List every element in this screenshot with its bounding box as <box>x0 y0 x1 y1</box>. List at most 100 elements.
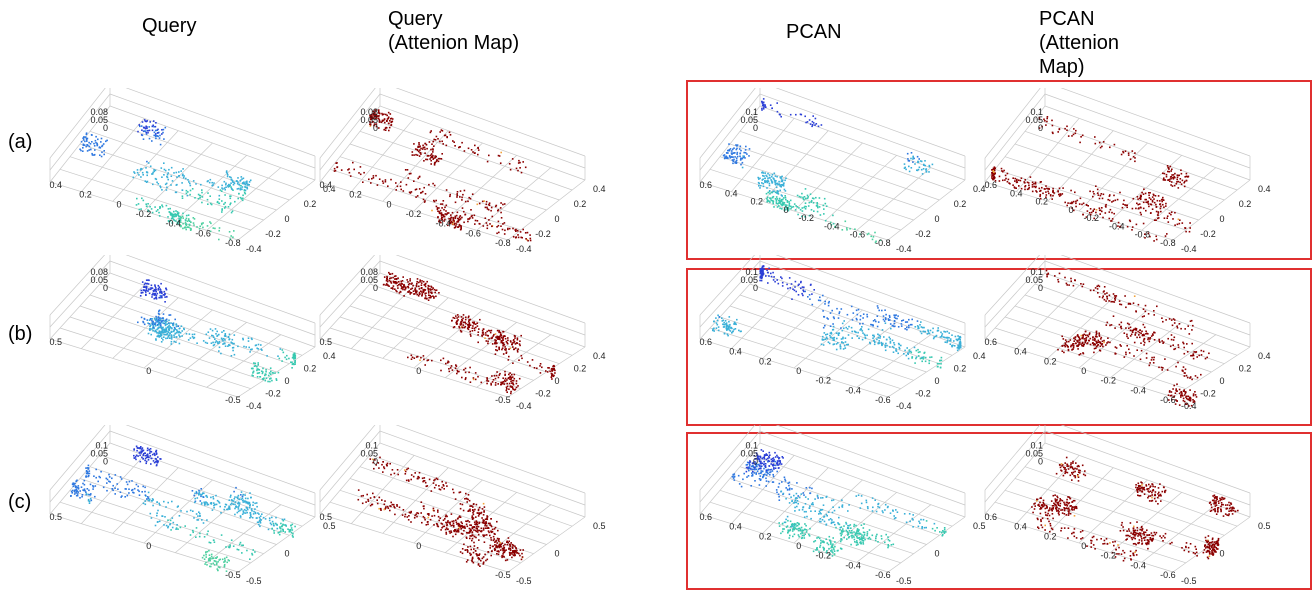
y-tick-label: -0.6 <box>465 228 481 238</box>
z-tick-label: 0.1 <box>745 107 758 117</box>
y-tick-label: -0.2 <box>816 376 832 386</box>
x-tick-label: 0.2 <box>954 199 967 209</box>
x-tick-label: 0.2 <box>574 364 587 374</box>
y-tick-label: 0.4 <box>729 522 742 532</box>
y-tick-label: 0.4 <box>1010 188 1023 198</box>
x-tick-label: -0.2 <box>265 389 281 399</box>
column-title-query: Query <box>142 15 197 37</box>
x-tick-label: -0.5 <box>246 576 262 586</box>
axes-grid <box>699 425 966 573</box>
axes-grid <box>699 88 966 241</box>
x-tick-label: 0.2 <box>1239 199 1252 209</box>
x-tick-label: 0.5 <box>593 521 606 531</box>
axes-grid <box>699 255 966 398</box>
z-tick-label: 0.08 <box>360 107 378 117</box>
z-tick-label: 0 <box>103 283 108 293</box>
x-tick-label: -0.4 <box>246 401 262 411</box>
y-tick-label: 0 <box>146 541 151 551</box>
x-tick-label: 0 <box>1220 214 1225 224</box>
y-tick-label: 0 <box>1069 205 1074 215</box>
z-tick-label: 0.1 <box>745 267 758 277</box>
y-tick-label: -0.5 <box>495 570 511 580</box>
z-tick-label: 0.05 <box>360 115 378 125</box>
y-tick-label: 0 <box>416 541 421 551</box>
y-tick-label: 0.2 <box>759 531 772 541</box>
y-tick-label: -0.6 <box>195 228 211 238</box>
point-cloud-plot: 0.10.0500.60.40.20-0.2-0.4-0.6-0.4-0.200… <box>984 255 1271 411</box>
z-tick-label: 0.05 <box>360 275 378 285</box>
x-tick-label: 0 <box>555 214 560 224</box>
z-tick-label: 0.05 <box>90 115 108 125</box>
y-tick-label: -0.4 <box>1130 560 1146 570</box>
y-tick-label: 0 <box>387 199 392 209</box>
y-tick-label: 0 <box>146 366 151 376</box>
z-tick-label: 0.05 <box>1025 275 1043 285</box>
y-tick-label: -0.4 <box>845 385 861 395</box>
y-tick-label: 0.4 <box>725 188 738 198</box>
y-tick-label: 0.5 <box>319 512 332 522</box>
y-tick-label: 0 <box>117 199 122 209</box>
point-cloud-points <box>79 119 252 241</box>
z-tick-label: 0.05 <box>1025 115 1043 125</box>
x-tick-label: 0 <box>285 376 290 386</box>
y-tick-label: 0.5 <box>49 512 62 522</box>
z-tick-label: 0.1 <box>95 441 108 451</box>
x-tick-label: 0.2 <box>574 199 587 209</box>
point-cloud-plot: 0.080.0500.40.20-0.2-0.4-0.6-0.8-0.4-0.2… <box>319 88 606 254</box>
z-tick-label: 0 <box>753 457 758 467</box>
y-tick-label: -0.4 <box>1109 221 1125 231</box>
plot-panel-c-query: 0.1 0.05 0 0.5 0 -0.5 -0.5 0 0.5 <box>40 425 340 590</box>
pcan-highlight-box-a <box>686 80 1312 260</box>
point-cloud-points <box>712 265 962 369</box>
y-tick-label: -0.2 <box>1084 213 1100 223</box>
z-tick-label: 0.1 <box>1030 441 1043 451</box>
y-tick-label: 0.4 <box>1014 522 1027 532</box>
plot-panel-c-pcan-attention: 0.1 0.05 0 0.6 0.4 0.2 0 -0.2 -0.4 -0.6 -0.5 0 0.5 <box>975 425 1275 590</box>
x-tick-label: -0.2 <box>535 389 551 399</box>
x-tick-label: 0 <box>935 549 940 559</box>
x-tick-label: 0.2 <box>954 364 967 374</box>
z-tick-label: 0.08 <box>360 267 378 277</box>
x-tick-label: 0.4 <box>323 351 336 361</box>
row-label-a: (a) <box>8 131 33 153</box>
plot-panel-b-pcan: 0.1 0.05 0 0.6 0.4 0.2 0 -0.2 -0.4 -0.6 -0.4 -0.2 0 0… <box>690 255 990 415</box>
z-tick-label: 0.08 <box>90 267 108 277</box>
y-tick-label: -0.2 <box>799 213 815 223</box>
x-tick-label: 0.5 <box>973 521 986 531</box>
axes-grid <box>984 425 1251 573</box>
plot-panel-a-query-attention: 0.08 0.05 0 0.4 0.2 0 -0.2 -0.4 -0.6 -0.8 -0.4 -0.2… <box>310 88 610 258</box>
y-tick-label: 0.6 <box>984 337 997 347</box>
y-tick-label: 0.6 <box>699 512 712 522</box>
attention-points <box>1045 269 1210 407</box>
y-tick-label: -0.6 <box>850 230 866 240</box>
x-tick-label: -0.4 <box>246 244 262 254</box>
x-tick-label: -0.2 <box>1200 389 1216 399</box>
z-tick-label: 0 <box>103 457 108 467</box>
attention-points <box>382 271 556 395</box>
y-tick-label: -0.4 <box>1130 385 1146 395</box>
x-tick-label: -0.4 <box>1181 244 1197 254</box>
axes-grid <box>984 255 1251 398</box>
y-tick-label: -0.2 <box>406 209 422 219</box>
pcan-highlight-box-c <box>686 432 1312 590</box>
y-tick-label: -0.6 <box>875 570 891 580</box>
plot-panel-c-pcan: 0.1 0.05 0 0.6 0.4 0.2 0 -0.2 -0.4 -0.6 -0.5 0 0.5 <box>690 425 990 590</box>
y-tick-label: 0.2 <box>1044 356 1057 366</box>
x-tick-label: -0.4 <box>516 401 532 411</box>
y-tick-label: -0.6 <box>1160 395 1176 405</box>
y-tick-label: -0.2 <box>1101 551 1117 561</box>
y-tick-label: -0.6 <box>875 395 891 405</box>
x-tick-label: 0.2 <box>304 364 317 374</box>
axes-grid <box>984 88 1251 241</box>
x-tick-label: 0 <box>555 376 560 386</box>
x-tick-label: -0.4 <box>1181 401 1197 411</box>
y-tick-label: -0.5 <box>225 570 241 580</box>
y-tick-label: 0.5 <box>319 337 332 347</box>
z-tick-label: 0 <box>103 123 108 133</box>
plot-panel-b-query: 0.08 0.05 0 0.5 0 -0.5 -0.4 -0.2 0 0.2 0.4 <box>40 255 340 415</box>
x-tick-label: 0 <box>285 549 290 559</box>
z-tick-label: 0.05 <box>1025 449 1043 459</box>
y-tick-label: -0.8 <box>875 238 891 248</box>
x-tick-label: -0.2 <box>535 229 551 239</box>
